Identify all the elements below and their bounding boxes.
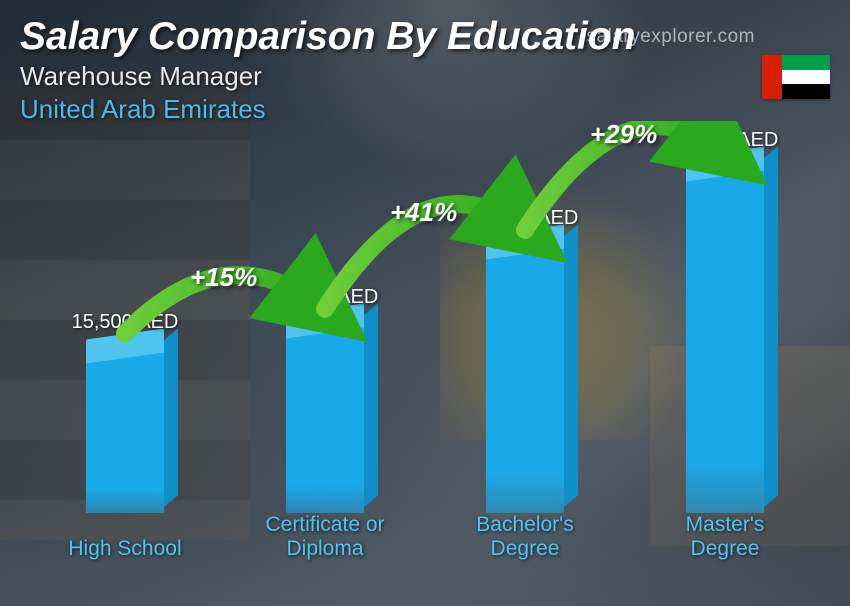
bar-front [86, 346, 164, 513]
bar [686, 164, 764, 513]
bar-side [764, 146, 778, 507]
bar-side [164, 328, 178, 507]
header: Salary Comparison By Education Warehouse… [20, 15, 636, 125]
bar-front [486, 242, 564, 513]
arc-pct-label: +41% [390, 197, 457, 228]
bar-side [564, 224, 578, 507]
bar-label: Bachelor'sDegree [450, 513, 600, 561]
bar-value: 25,100 AED [472, 207, 579, 230]
salary-chart: 15,500 AED High School 17,800 AED Certifica… [40, 121, 810, 561]
bar-value: 15,500 AED [72, 311, 179, 334]
arc-pct-label: +15% [190, 262, 257, 293]
bar-front [286, 321, 364, 513]
bar-value: 17,800 AED [272, 286, 379, 309]
content-root: Salary Comparison By Education Warehouse… [0, 0, 850, 606]
bar-label: Master'sDegree [650, 513, 800, 561]
bar [286, 321, 364, 513]
bar-label: High School [50, 537, 200, 561]
bar-label: Certificate orDiploma [250, 513, 400, 561]
bar-value: 32,300 AED [672, 129, 779, 152]
job-subtitle: Warehouse Manager [20, 61, 636, 92]
uae-flag-icon [762, 55, 830, 99]
bar-front [686, 164, 764, 513]
arc-pct-label: +29% [590, 119, 657, 150]
bar [86, 346, 164, 513]
bar-side [364, 303, 378, 507]
page-title: Salary Comparison By Education [20, 15, 636, 59]
bar [486, 242, 564, 513]
watermark: salaryexplorer.com [587, 26, 755, 48]
